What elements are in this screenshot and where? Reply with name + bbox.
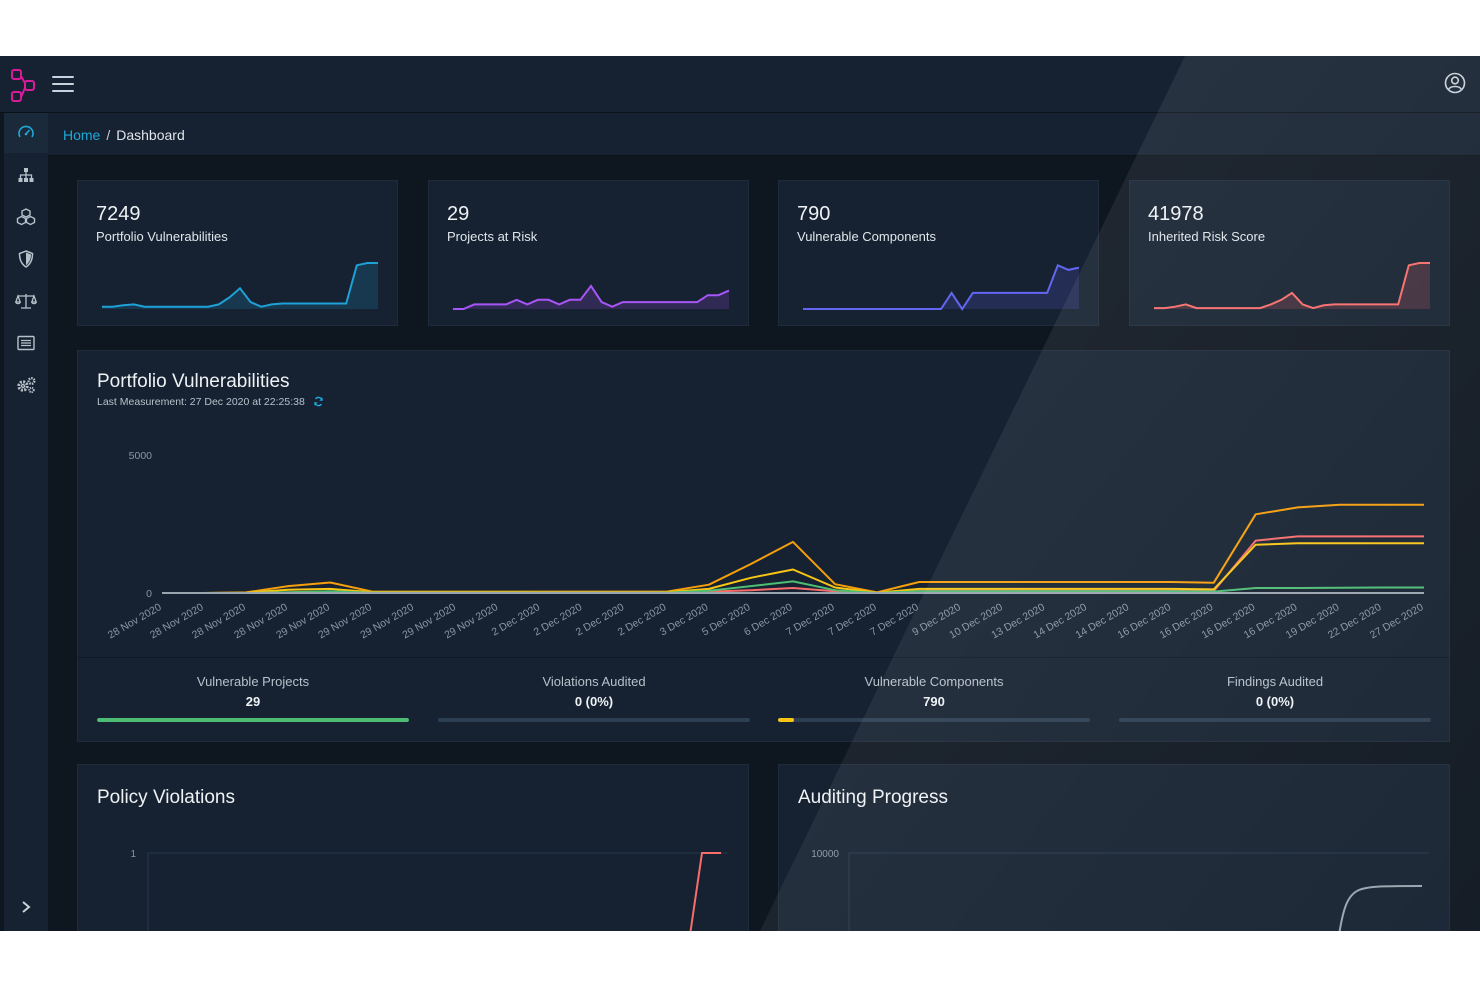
series-line — [162, 542, 1424, 594]
cubes-icon — [16, 208, 36, 226]
metric-progress-bar — [778, 718, 1090, 722]
metric-violations-audited: Violations Audited 0 (0%) — [438, 658, 750, 742]
policy-violations-card: Policy Violations 1 — [77, 764, 749, 931]
app-window: Home / Dashboard 7249 Portfolio Vulnerabil… — [0, 56, 1480, 931]
sitemap-icon — [18, 168, 34, 182]
metric-value: 0 (0%) — [574, 694, 614, 709]
policy-violations-line — [689, 852, 721, 931]
sidebar-item-administration[interactable] — [4, 365, 48, 405]
sidebar-item-vulnerabilities[interactable] — [4, 239, 48, 279]
stat-label: Portfolio Vulnerabilities — [96, 229, 228, 244]
sparkline-area — [803, 265, 1079, 309]
stat-card-vulnerable-components: 790 Vulnerable Components — [778, 180, 1099, 326]
auditing-progress-line — [1338, 885, 1423, 931]
sidebar-item-projects[interactable] — [4, 155, 48, 195]
breadcrumb-current: Dashboard — [116, 127, 185, 143]
series-line — [162, 503, 1424, 594]
stat-value: 790 — [797, 203, 831, 225]
logo-icon[interactable] — [10, 68, 38, 104]
metric-vulnerable-projects: Vulnerable Projects 29 — [97, 658, 409, 742]
sidebar-item-licenses[interactable] — [4, 323, 48, 363]
speedometer-icon — [18, 125, 34, 138]
sidebar-item-policy[interactable] — [4, 281, 48, 321]
sparkline-line — [453, 284, 730, 310]
metric-vulnerable-components: Vulnerable Components 790 — [778, 658, 1090, 742]
metric-progress-fill — [97, 718, 409, 722]
stat-value: 7249 — [96, 203, 141, 225]
policy-violations-chart: 1 — [130, 849, 728, 931]
stat-value: 29 — [447, 203, 470, 225]
sparkline-inherited-risk-score — [1154, 262, 1430, 310]
hamburger-icon[interactable] — [52, 76, 74, 94]
sparkline-area — [1154, 263, 1430, 309]
auditing-progress-chart: 10000 — [811, 849, 1429, 931]
y-tick-label: 10000 — [811, 849, 839, 860]
metric-progress-bar — [97, 718, 409, 722]
last-measurement: Last Measurement: 27 Dec 2020 at 22:25:3… — [97, 396, 324, 408]
chevron-right-icon — [22, 901, 31, 913]
metric-progress-bar — [1119, 718, 1431, 722]
metric-label: Violations Audited — [542, 674, 646, 689]
metric-label: Findings Audited — [1226, 674, 1324, 689]
balance-scale-icon — [15, 294, 37, 309]
metric-progress-fill — [778, 718, 794, 722]
stat-label: Projects at Risk — [447, 229, 538, 244]
sparkline-projects-at-risk — [453, 284, 730, 310]
stat-label: Vulnerable Components — [797, 229, 936, 244]
last-measurement-text: Last Measurement: 27 Dec 2020 at 22:25:3… — [97, 396, 305, 408]
breadcrumb-separator: / — [106, 127, 111, 143]
user-circle-icon[interactable] — [1444, 72, 1466, 94]
y-tick-label: 5000 — [129, 450, 153, 462]
stat-value: 41978 — [1148, 203, 1204, 225]
auditing-progress-title: Auditing Progress — [798, 787, 948, 808]
sidebar-item-dashboard[interactable] — [4, 113, 48, 153]
shield-icon — [18, 250, 34, 268]
sparkline-area — [453, 286, 729, 309]
sparkline-line — [102, 262, 378, 308]
metric-progress-bar — [438, 718, 750, 722]
stat-card-projects-at-risk: 29 Projects at Risk — [428, 180, 749, 326]
portfolio-title: Portfolio Vulnerabilities — [97, 371, 290, 392]
sidebar — [4, 113, 48, 931]
y-tick-label: 0 — [146, 588, 152, 600]
top-navbar — [0, 56, 1480, 113]
sparkline-portfolio-vulnerabilities — [102, 262, 378, 309]
cogs-icon — [17, 377, 36, 394]
sparkline-vulnerable-components — [803, 263, 1080, 311]
sidebar-item-components[interactable] — [4, 197, 48, 237]
metric-label: Vulnerable Components — [864, 674, 1004, 689]
stat-label: Inherited Risk Score — [1148, 229, 1266, 244]
list-icon — [17, 335, 35, 351]
auditing-progress-card: Auditing Progress 10000 — [778, 764, 1450, 931]
metric-value: 29 — [245, 694, 261, 709]
metric-value: 0 (0%) — [1255, 694, 1295, 709]
sidebar-toggle[interactable] — [4, 895, 48, 919]
metric-label: Vulnerable Projects — [196, 674, 310, 689]
portfolio-vulnerabilities-card: Portfolio Vulnerabilities Last Measureme… — [77, 350, 1450, 742]
breadcrumb: Home / Dashboard — [48, 113, 1480, 156]
policy-violations-title: Policy Violations — [97, 787, 236, 808]
series-line — [162, 535, 1424, 594]
stat-card-inherited-risk-score: 41978 Inherited Risk Score — [1129, 180, 1450, 326]
metric-value: 790 — [923, 694, 945, 709]
breadcrumb-home-link[interactable]: Home — [63, 127, 101, 143]
y-tick-label: 1 — [130, 849, 136, 860]
sparkline-area — [102, 263, 378, 309]
portfolio-metrics: Vulnerable Projects 29 Violations Audite… — [78, 657, 1449, 742]
stat-card-portfolio-vulnerabilities: 7249 Portfolio Vulnerabilities — [77, 180, 398, 326]
refresh-icon[interactable] — [313, 396, 324, 407]
metric-findings-audited: Findings Audited 0 (0%) — [1119, 658, 1431, 742]
